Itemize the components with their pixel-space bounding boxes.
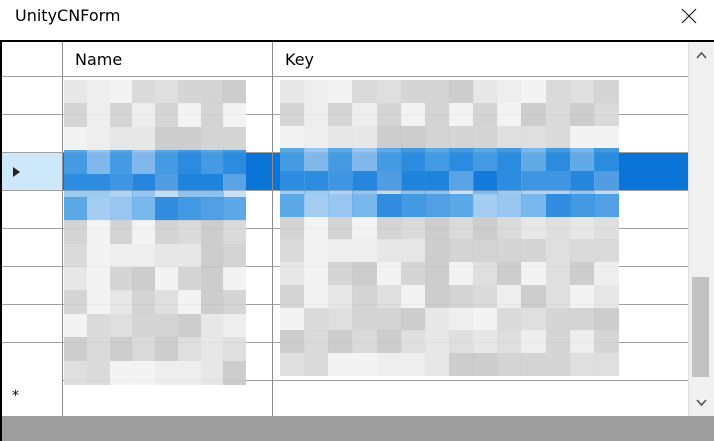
horizontal-scrollbar[interactable]: [2, 416, 714, 441]
column-divider: [272, 42, 273, 416]
new-row-marker: *: [12, 388, 19, 404]
row-header[interactable]: [2, 229, 62, 267]
vertical-scrollbar[interactable]: [688, 42, 714, 416]
close-icon: [681, 8, 697, 24]
window-title: UnityCNForm: [15, 6, 121, 25]
row-header[interactable]: *: [2, 379, 62, 417]
row-divider: [62, 380, 688, 381]
row-header[interactable]: [2, 191, 62, 229]
chevron-down-icon: [696, 399, 707, 407]
row-header[interactable]: [2, 77, 62, 115]
title-bar: UnityCNForm: [0, 0, 714, 32]
column-header-name[interactable]: Name: [62, 42, 272, 77]
current-row-arrow-icon: [13, 167, 20, 177]
column-header-label: Name: [75, 50, 123, 69]
column-header-key[interactable]: Key: [272, 42, 688, 77]
close-button[interactable]: [664, 0, 714, 32]
row-header[interactable]: [2, 343, 62, 381]
chevron-up-icon: [696, 51, 707, 59]
column-divider: [62, 42, 63, 416]
column-header-label: Key: [285, 50, 315, 69]
row-header[interactable]: [2, 267, 62, 305]
row-header[interactable]: [2, 153, 62, 191]
row-header[interactable]: [2, 115, 62, 153]
row-header-corner[interactable]: [2, 42, 62, 77]
scroll-up-button[interactable]: [689, 42, 714, 68]
new-row[interactable]: *: [2, 379, 688, 417]
scroll-thumb[interactable]: [692, 277, 709, 377]
row-header[interactable]: [2, 305, 62, 343]
scroll-down-button[interactable]: [689, 390, 714, 416]
